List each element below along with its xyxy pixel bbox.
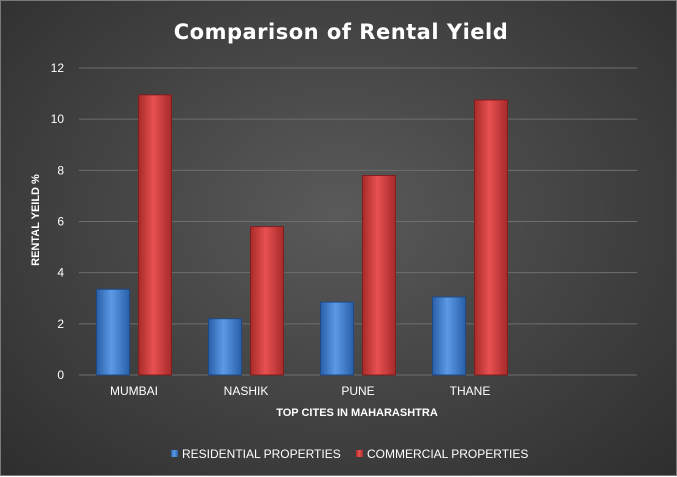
- bar-commercial-thane: [474, 99, 508, 376]
- chart-title: Comparison of Rental Yield: [174, 20, 509, 44]
- x-axis-title: TOP CITES IN MAHARASHTRA: [276, 407, 438, 419]
- legend-label: RESIDENTIAL PROPERTIES: [182, 447, 341, 461]
- bar-residential-pune: [320, 301, 354, 376]
- y-tick-label: 4: [57, 266, 64, 280]
- bar-residential-mumbai: [96, 288, 130, 376]
- legend-label: COMMERCIAL PROPERTIES: [367, 447, 528, 461]
- y-axis-ticks: 0 2 4 6 8 10 12: [51, 61, 65, 382]
- y-tick-label: 8: [57, 163, 64, 177]
- x-tick-label: MUMBAI: [110, 384, 158, 398]
- legend-swatch: [356, 450, 363, 457]
- x-tick-label: THANE: [450, 384, 491, 398]
- bar-residential-thane: [432, 296, 466, 376]
- bar-commercial-mumbai: [138, 94, 172, 376]
- bars: [96, 94, 508, 376]
- x-tick-label: PUNE: [341, 384, 374, 398]
- x-tick-label: NASHIK: [224, 384, 269, 398]
- y-tick-label: 2: [57, 317, 64, 331]
- legend-swatch: [171, 450, 178, 457]
- y-tick-label: 10: [51, 112, 65, 126]
- y-axis-title: RENTAL YEILD %: [30, 174, 42, 266]
- y-tick-label: 12: [51, 61, 65, 75]
- bar-commercial-pune: [362, 174, 396, 376]
- x-axis-ticks: MUMBAI NASHIK PUNE THANE: [110, 384, 490, 398]
- y-tick-label: 6: [57, 215, 64, 229]
- bar-commercial-nashik: [250, 226, 284, 376]
- legend: RESIDENTIAL PROPERTIES COMMERCIAL PROPERT…: [171, 447, 528, 461]
- bar-residential-nashik: [208, 318, 242, 376]
- y-tick-label: 0: [57, 368, 64, 382]
